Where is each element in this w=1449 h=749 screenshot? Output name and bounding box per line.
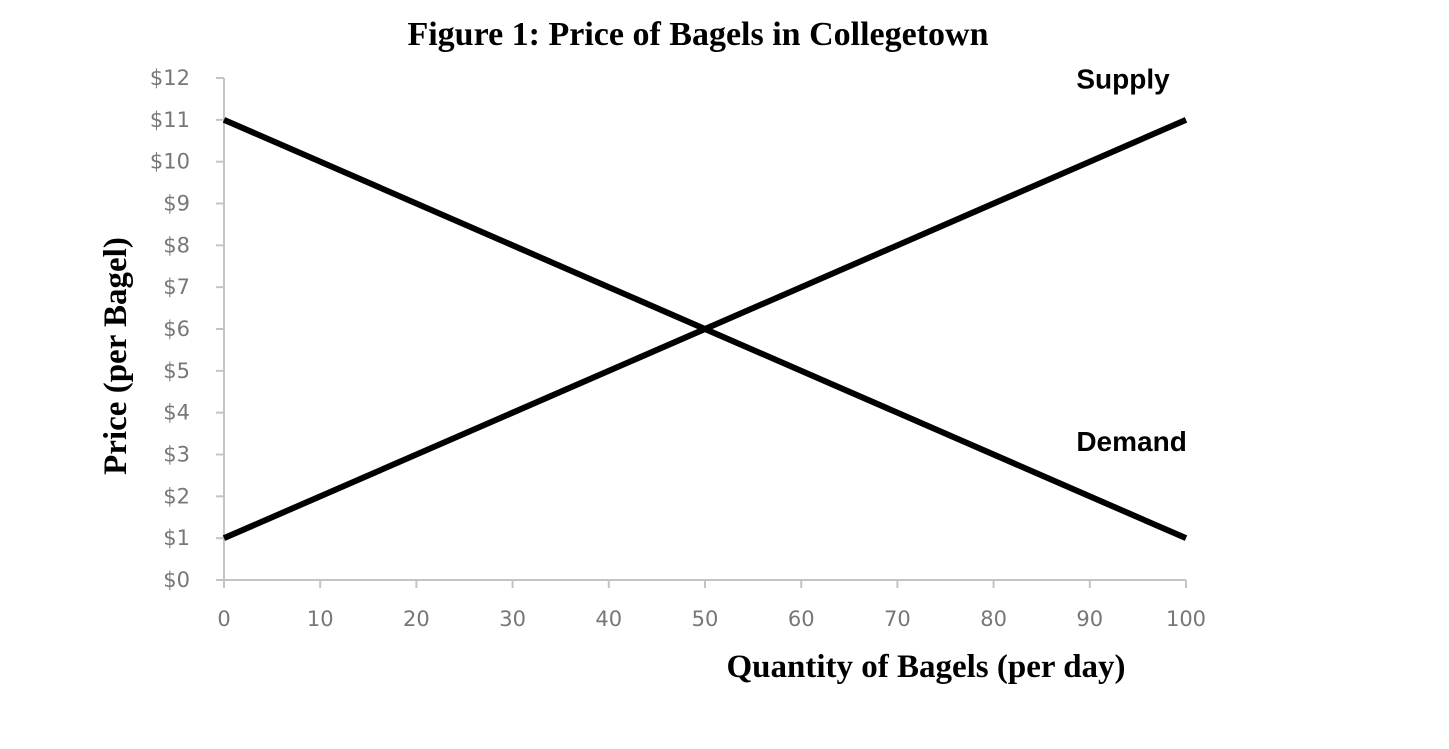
- x-tick-label: 80: [980, 607, 1007, 631]
- y-tick-label: $6: [163, 317, 190, 341]
- y-tick-label: $7: [163, 275, 190, 299]
- demand-label: Demand: [1076, 426, 1186, 457]
- x-tick-label: 100: [1166, 607, 1206, 631]
- x-tick-label: 90: [1076, 607, 1103, 631]
- supply-label: Supply: [1076, 63, 1170, 94]
- x-tick-label: 70: [884, 607, 911, 631]
- series-label-layer: Supply Demand: [1076, 63, 1186, 457]
- y-tick-label: $11: [150, 108, 190, 132]
- chart-title: Figure 1: Price of Bagels in Collegetown: [407, 16, 988, 53]
- x-tick-label: 0: [217, 607, 230, 631]
- y-axis-title: Price (per Bagel): [98, 237, 134, 475]
- y-tick-label: $4: [163, 401, 190, 425]
- y-tick-label: $12: [150, 66, 190, 90]
- y-tick-label: $2: [163, 484, 190, 508]
- y-tick-label: $0: [163, 568, 190, 592]
- y-tick-label: $5: [163, 359, 190, 383]
- axes-layer: $0 $1 $2 $3 $4 $5 $6 $7 $8 $9 $10 $11 $12 0 10 20 30 40 50…: [150, 66, 1206, 631]
- x-tick-label: 60: [788, 607, 815, 631]
- demand-line: [222, 117, 1188, 541]
- series-layer: [222, 117, 1188, 541]
- y-tick-label: $8: [163, 233, 190, 257]
- y-tick-label: $9: [163, 192, 190, 216]
- y-tick-label: $10: [150, 150, 190, 174]
- y-tick-label: $3: [163, 443, 190, 467]
- x-tick-label: 10: [307, 607, 334, 631]
- x-tick-label: 20: [403, 607, 430, 631]
- x-tick-label: 40: [595, 607, 622, 631]
- y-tick-label: $1: [163, 526, 190, 550]
- x-tick-label: 50: [692, 607, 719, 631]
- x-axis-title: Quantity of Bagels (per day): [726, 649, 1125, 685]
- x-tick-label: 30: [499, 607, 526, 631]
